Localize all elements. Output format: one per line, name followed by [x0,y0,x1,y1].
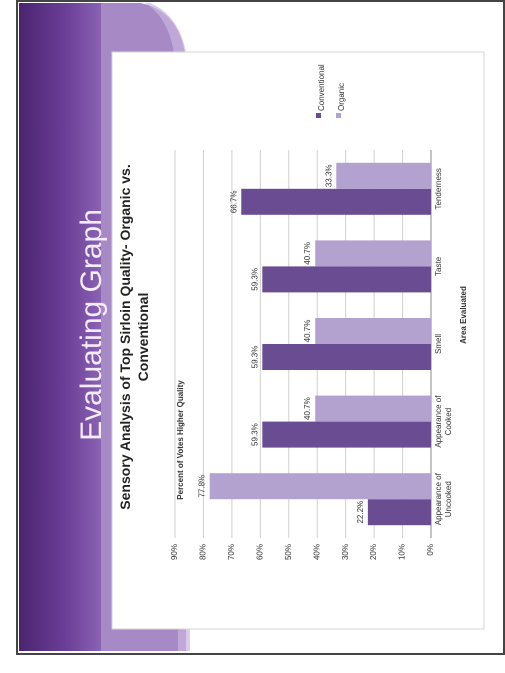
sidebar-band [19,3,101,651]
data-label: 77.8% [198,475,207,498]
y-tick-label: 20% [369,544,378,560]
bar-organic [315,318,431,344]
bar-organic [209,473,431,500]
x-tick-label: Cooked [444,408,453,436]
x-tick-label: Tenderness [434,168,443,209]
x-axis-title: Area Evaluated [459,286,468,344]
data-labels: 22.2% 77.8% 59.3% 40.7% 59.3% 40.7% 59.3% 40.7%… [198,164,365,523]
bar-conventional [241,188,431,215]
bar-conventional [367,499,431,526]
y-tick-label: 40% [312,544,321,560]
x-tick-label: Taste [434,256,443,276]
data-label: 59.3% [250,346,259,369]
bar-organic [315,395,431,422]
y-tick-label: 80% [199,544,208,560]
tick-labels: 0% 10% 20% 30% 40% 50% 60% 70% 80% 90% Appearance … [170,168,453,560]
y-tick-label: 90% [170,544,179,560]
bar-organic [336,162,431,189]
x-tick-label: Smell [434,334,443,354]
chart-title-line1: Sensory Analysis of Top Sirloin Quality-… [117,164,133,509]
data-label: 33.3% [324,164,333,187]
y-tick-label: 10% [398,544,407,560]
slide-title: Evaluating Graph [75,209,108,441]
chart-title-line2: Conventional [135,293,151,382]
bar-conventional [262,421,431,448]
data-label: 66.7% [229,190,238,213]
y-tick-label: 0% [426,544,435,556]
x-tick-label: Appearance of [434,472,443,525]
y-axis-title: Percent of Votes Higher Quality [176,380,185,500]
data-label: 40.7% [303,242,312,265]
legend-swatch-conventional [316,113,321,118]
bars [209,162,431,526]
legend-label-organic: Organic [337,83,346,111]
data-label: 59.3% [250,423,259,446]
x-tick-label: Uncooked [444,481,453,517]
y-tick-label: 30% [341,544,350,560]
x-tick-label: Appearance of [434,395,443,448]
y-tick-label: 50% [284,544,293,560]
legend: Conventional Organic [316,64,346,118]
bar-conventional [262,266,431,293]
bar-conventional [262,344,431,370]
data-label: 40.7% [303,397,312,420]
bar-organic [315,240,431,267]
y-tick-label: 70% [227,544,236,560]
y-tick-label: 60% [255,544,264,560]
data-label: 40.7% [303,320,312,343]
data-label: 22.2% [356,501,365,524]
legend-swatch-organic [336,113,341,118]
data-label: 59.3% [250,268,259,291]
legend-label-conventional: Conventional [317,64,326,111]
